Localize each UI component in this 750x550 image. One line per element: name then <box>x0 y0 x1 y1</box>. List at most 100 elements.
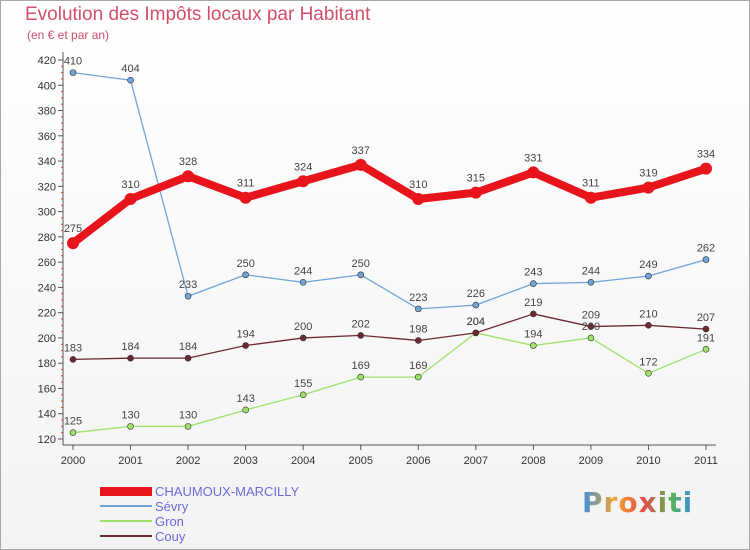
data-point <box>412 192 425 205</box>
y-tick-label: 140 <box>38 409 56 421</box>
data-point <box>299 391 307 399</box>
y-tick-label: 180 <box>38 358 56 370</box>
x-tick-label: 2011 <box>694 455 718 467</box>
data-point <box>587 279 595 286</box>
x-tick-label: 2000 <box>61 455 85 467</box>
data-point <box>587 334 595 342</box>
y-tick-label: 420 <box>38 55 56 67</box>
data-label: 183 <box>64 342 82 354</box>
data-point <box>700 162 712 175</box>
data-point <box>239 191 252 204</box>
x-tick-label: 2009 <box>579 455 603 467</box>
y-tick-label: 360 <box>38 131 56 143</box>
data-point <box>184 423 192 430</box>
data-point <box>357 373 365 381</box>
data-point <box>127 423 134 430</box>
y-tick-label: 340 <box>38 156 56 168</box>
data-point <box>702 325 710 333</box>
data-label: 233 <box>179 279 197 291</box>
data-label: 250 <box>236 258 254 270</box>
data-point <box>299 279 307 286</box>
data-point <box>472 329 480 337</box>
data-label: 310 <box>409 179 427 191</box>
data-label: 130 <box>121 409 139 421</box>
data-label: 310 <box>121 179 139 191</box>
data-point <box>584 191 597 204</box>
y-tick-label: 120 <box>38 434 56 446</box>
legend-swatch <box>100 505 152 507</box>
data-point <box>530 342 537 349</box>
legend-label: CHAUMOUX-MARCILLY <box>155 484 300 499</box>
data-point <box>414 337 422 344</box>
series-layer <box>67 69 712 436</box>
data-point <box>414 373 422 381</box>
data-point <box>69 356 77 363</box>
data-point <box>642 181 655 194</box>
data-label: 207 <box>697 312 715 324</box>
series-line-couy <box>72 313 707 361</box>
data-point <box>645 272 652 280</box>
data-label: 275 <box>64 223 82 235</box>
y-tick-label: 300 <box>38 207 56 219</box>
data-point <box>184 354 192 362</box>
legend-item: Sévry <box>100 499 360 514</box>
legend-label: Couy <box>155 529 186 544</box>
y-tick-label: 280 <box>38 232 56 244</box>
x-tick-label: 2005 <box>348 455 372 467</box>
data-point <box>354 158 367 171</box>
data-point <box>357 271 365 279</box>
data-label: 249 <box>639 259 657 271</box>
data-label: 125 <box>64 416 82 428</box>
x-tick-label: 2001 <box>118 455 142 467</box>
y-tick-label: 260 <box>38 257 56 269</box>
data-point <box>702 346 710 353</box>
legend-item: Gron <box>100 514 360 529</box>
data-point <box>645 321 652 329</box>
data-labels: 410 404 233 250 244 250 223 226 243 244 249 262 125 1… <box>64 56 715 428</box>
data-point <box>414 305 422 313</box>
data-label: 202 <box>352 318 370 330</box>
data-label: 184 <box>121 341 139 353</box>
data-label: 328 <box>179 156 197 168</box>
data-label: 250 <box>352 258 370 270</box>
y-tick-label: 200 <box>38 333 56 345</box>
y-tick-label: 160 <box>38 383 56 395</box>
data-label: 172 <box>639 356 657 368</box>
data-label: 334 <box>697 149 715 161</box>
data-point <box>242 406 249 414</box>
legend: CHAUMOUX-MARCILLY Sévry Gron Couy <box>100 484 360 544</box>
data-label: 209 <box>582 310 600 322</box>
data-point <box>69 429 77 436</box>
legend-label: Gron <box>155 514 184 529</box>
chart-title: Evolution des Impôts locaux par Habitant <box>25 4 371 25</box>
data-label: 169 <box>352 360 370 372</box>
data-label: 319 <box>639 168 657 180</box>
data-label: 200 <box>582 321 600 333</box>
legend-swatch <box>100 520 152 522</box>
data-label: 184 <box>179 341 197 353</box>
data-point <box>124 192 137 205</box>
x-tick-label: 2006 <box>406 455 430 467</box>
data-label: 243 <box>524 267 542 279</box>
data-point <box>299 334 307 342</box>
series-line-gron <box>72 332 707 434</box>
data-point <box>530 310 537 318</box>
x-tick-label: 2004 <box>291 455 315 467</box>
data-label: 194 <box>524 329 542 341</box>
data-label: 204 <box>467 316 485 328</box>
data-label: 324 <box>294 161 312 173</box>
data-label: 191 <box>697 332 715 344</box>
legend-item: Couy <box>100 529 360 544</box>
data-point <box>472 301 480 309</box>
data-point <box>242 342 249 349</box>
data-label: 244 <box>582 265 600 277</box>
data-label: 244 <box>294 265 312 277</box>
data-label: 331 <box>524 152 542 164</box>
data-point <box>587 323 595 330</box>
data-point <box>645 370 652 377</box>
data-label: 143 <box>236 393 254 405</box>
x-tick-label: 2008 <box>521 455 545 467</box>
data-label: 155 <box>294 378 312 390</box>
data-point <box>69 69 77 76</box>
